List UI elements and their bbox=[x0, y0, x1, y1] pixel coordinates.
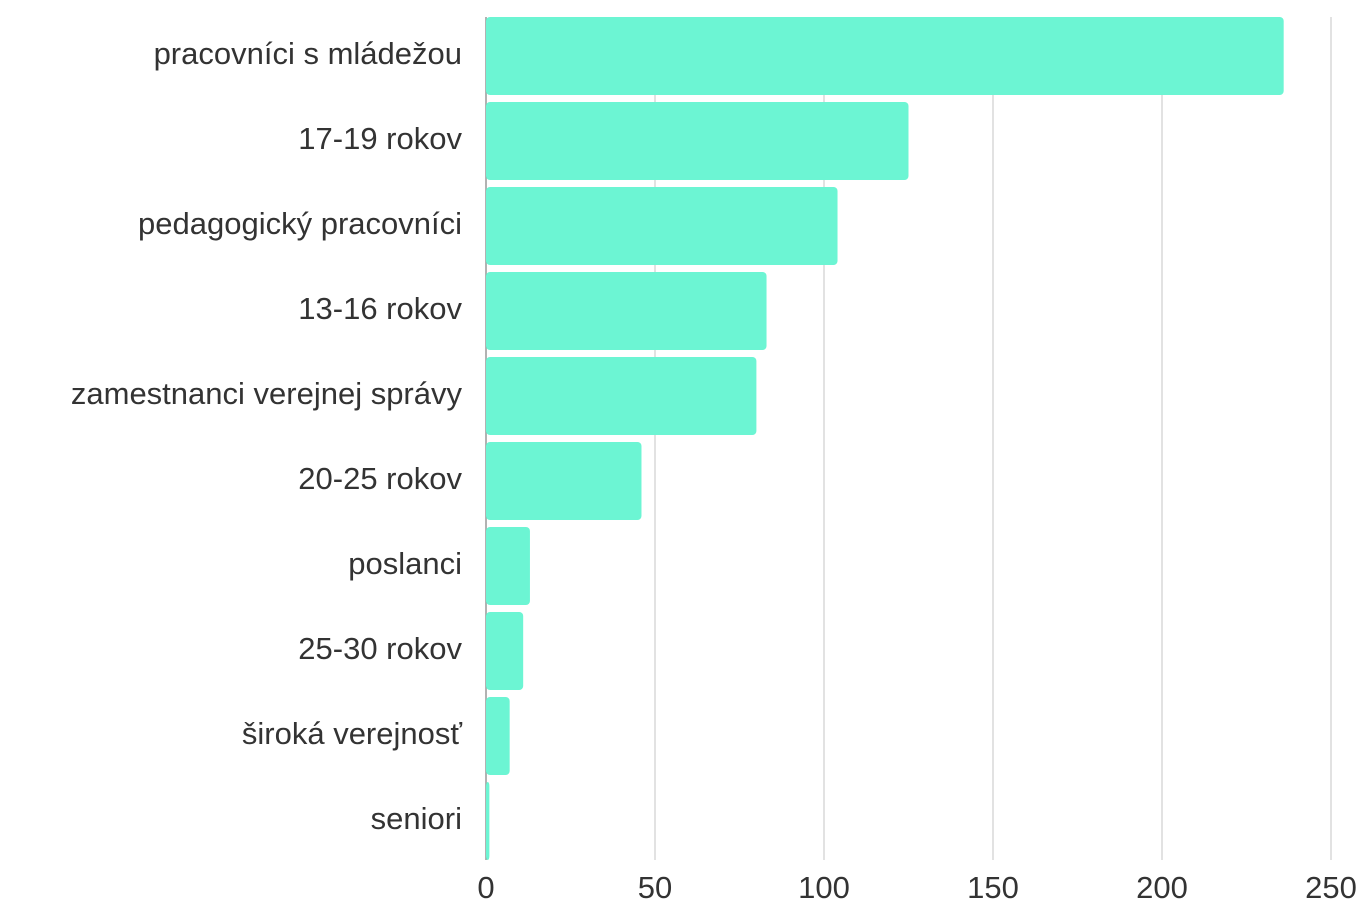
category-label: 17-19 rokov bbox=[298, 121, 462, 156]
value-axis: 0 50 100 150 200 250 bbox=[477, 870, 1356, 905]
bar bbox=[486, 272, 767, 350]
bar bbox=[486, 782, 490, 860]
category-label: 25-30 rokov bbox=[298, 631, 462, 666]
x-tick-label: 100 bbox=[798, 870, 850, 905]
category-label: pedagogický pracovníci bbox=[138, 206, 462, 241]
category-label: pracovníci s mládežou bbox=[154, 36, 462, 71]
bar bbox=[486, 697, 510, 775]
category-label: zamestnanci verejnej správy bbox=[71, 376, 463, 411]
bar bbox=[486, 187, 838, 265]
x-tick-label: 200 bbox=[1136, 870, 1188, 905]
bar bbox=[486, 442, 642, 520]
category-label: seniori bbox=[371, 801, 462, 836]
category-label: 13-16 rokov bbox=[298, 291, 462, 326]
bar bbox=[486, 357, 757, 435]
x-tick-label: 50 bbox=[638, 870, 672, 905]
bar bbox=[486, 17, 1284, 95]
bar bbox=[486, 102, 909, 180]
category-label: 20-25 rokov bbox=[298, 461, 462, 496]
x-tick-label: 250 bbox=[1305, 870, 1357, 905]
bars bbox=[486, 17, 1284, 860]
bar bbox=[486, 527, 530, 605]
x-tick-label: 0 bbox=[477, 870, 494, 905]
category-labels: pracovníci s mládežou 17-19 rokov pedagogi… bbox=[71, 36, 463, 836]
bar bbox=[486, 612, 524, 690]
category-label: široká verejnosť bbox=[242, 716, 462, 751]
category-label: poslanci bbox=[348, 546, 462, 581]
x-tick-label: 150 bbox=[967, 870, 1019, 905]
